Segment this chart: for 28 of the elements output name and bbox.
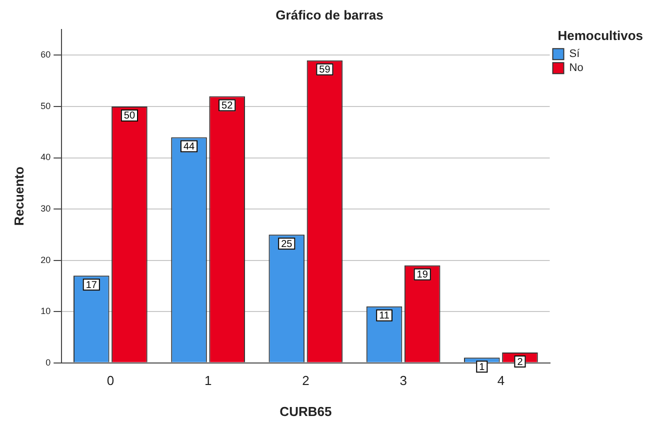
y-tick-label: 60 (40, 50, 51, 60)
x-tick-label: 4 (497, 373, 505, 388)
x-tick-label: 2 (302, 373, 310, 388)
data-label: 52 (222, 100, 234, 112)
legend-label: Sí (569, 48, 581, 60)
legend-title: Hemocultivos (558, 28, 644, 44)
legend-label: No (569, 62, 584, 74)
x-tick-label: 3 (400, 373, 407, 388)
y-tick-label: 30 (40, 204, 51, 214)
x-tick-label: 0 (106, 373, 114, 388)
data-label: 19 (416, 270, 428, 281)
data-label: 59 (319, 64, 331, 76)
y-tick-label: 0 (46, 357, 51, 368)
data-label: 2 (517, 356, 524, 368)
data-label: 50 (124, 110, 136, 122)
y-axis-title: Recuento (11, 166, 26, 226)
data-label: 25 (281, 238, 293, 250)
data-label: 17 (86, 280, 98, 291)
y-tick-label: 50 (40, 100, 51, 111)
y-tick-label: 40 (40, 152, 51, 162)
x-axis-title: CURB65 (280, 404, 332, 419)
chart-title: Gráfico de barras (276, 7, 384, 22)
data-label: 1 (479, 362, 486, 373)
x-tick-label: 1 (204, 373, 212, 388)
y-tick-label: 10 (40, 306, 51, 316)
data-label: 11 (379, 310, 390, 322)
y-tick-label: 20 (40, 254, 51, 265)
data-label: 44 (183, 142, 196, 152)
